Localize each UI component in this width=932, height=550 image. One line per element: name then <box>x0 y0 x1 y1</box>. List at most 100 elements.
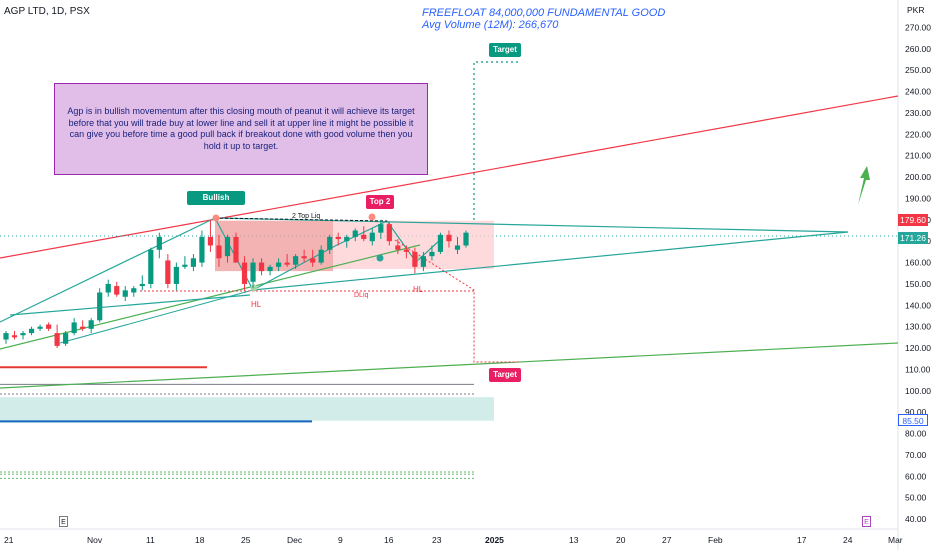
target-up-label[interactable]: Target <box>489 43 521 57</box>
y-tick-label: 230.00 <box>905 108 931 118</box>
lower-trendline-green <box>0 342 899 389</box>
candle-body <box>88 320 94 329</box>
candle-body <box>3 333 9 340</box>
y-tick-label: 70.00 <box>905 450 927 460</box>
y-tick-label: 160.00 <box>905 258 931 268</box>
candle-body <box>199 236 205 263</box>
y-tick-label: 140.00 <box>905 300 931 310</box>
x-tick-label: 16 <box>384 535 394 545</box>
bullish-arrow <box>858 166 870 205</box>
candle-body <box>131 288 137 293</box>
x-tick-label: 18 <box>195 535 205 545</box>
candle-body <box>386 224 392 242</box>
y-tick-label: 40.00 <box>905 514 927 524</box>
pennant-lower-line <box>252 231 849 291</box>
analysis-note[interactable]: Agp is in bullish movementum after this … <box>54 83 428 175</box>
x-tick-label: Dec <box>287 535 303 545</box>
x-tick-label: 24 <box>843 535 853 545</box>
bullish-pennant-label[interactable]: Bullish Pennant <box>187 191 245 216</box>
current-price-badge: 171.26 <box>898 232 928 244</box>
y-tick-label: 270.00 <box>905 23 931 33</box>
top2-label[interactable]: Top 2 <box>366 195 394 209</box>
y-tick-label: 130.00 <box>905 322 931 332</box>
x-tick-label: 9 <box>338 535 343 545</box>
candle-body <box>301 256 307 259</box>
candle-body <box>28 328 35 334</box>
candle-body <box>233 236 239 263</box>
candle-body <box>165 260 171 284</box>
x-tick-label: Feb <box>708 535 723 545</box>
candle-body <box>412 251 418 267</box>
y-tick-label: 200.00 <box>905 172 931 182</box>
earnings-event-marker[interactable]: E <box>59 516 68 527</box>
candle-body <box>327 236 333 250</box>
candle-body <box>352 230 358 237</box>
y-tick-label: 250.00 <box>905 65 931 75</box>
y-tick-label: 120.00 <box>905 343 931 353</box>
candle-body <box>173 266 179 284</box>
target-up-path <box>473 61 520 220</box>
earnings-event-marker-future[interactable]: E <box>862 516 871 527</box>
two-top-liq-line <box>214 217 388 222</box>
y-tick-label: 50.00 <box>905 493 927 503</box>
y-tick-label: 190.00 <box>905 193 931 203</box>
inner-support-line <box>0 244 421 350</box>
candle-body <box>258 262 265 272</box>
symbol-title: AGP LTD, 1D, PSX <box>4 6 90 17</box>
x-tick-label: 13 <box>569 535 579 545</box>
candle-body <box>63 333 69 344</box>
hl-left-label: HL <box>251 300 262 309</box>
candle-body <box>20 333 26 336</box>
candle-body <box>241 262 248 284</box>
line-price-badge: 179.60 <box>898 214 928 226</box>
x-tick-label: 17 <box>797 535 807 545</box>
candle-body <box>378 224 384 233</box>
y-tick-label: 100.00 <box>905 386 931 396</box>
candle-body <box>284 262 290 265</box>
pennant-zone-dark <box>215 220 333 272</box>
freefloat-text: FREEFLOAT 84,000,000 FUNDAMENTAL GOOD <box>422 7 666 19</box>
candle-body <box>361 234 367 240</box>
candle-body <box>369 232 375 242</box>
avg-volume-text: Avg Volume (12M): 266,670 <box>422 19 559 31</box>
candle-body <box>395 245 401 250</box>
candle-body <box>54 333 60 346</box>
y-tick-label: 220.00 <box>905 129 931 139</box>
candle-body <box>182 264 188 267</box>
candle-body <box>97 292 103 321</box>
candle-body <box>148 249 154 284</box>
candle-body <box>446 234 452 242</box>
candle-body <box>37 326 43 329</box>
y-tick-label: 110.00 <box>905 364 931 374</box>
target-down-label[interactable]: Target <box>489 368 521 382</box>
candle-body <box>344 236 350 242</box>
x-tick-label: 21 <box>4 535 14 545</box>
x-tick-label: Nov <box>87 535 103 545</box>
hl-right-label: HL <box>413 285 424 294</box>
candle-body <box>207 236 214 246</box>
candle-body <box>45 324 52 329</box>
support-price-badge: 85.50 <box>898 414 928 426</box>
y-tick-label: 150.00 <box>905 279 931 289</box>
candle-body <box>267 266 273 272</box>
flagpole-line-upper <box>0 217 216 323</box>
candle-body <box>403 249 409 252</box>
candle-body <box>463 232 469 246</box>
candle-body <box>122 290 128 297</box>
top2-marker <box>368 213 376 221</box>
flagpole-line-lower <box>59 289 254 344</box>
x-tick-label: 20 <box>616 535 626 545</box>
candle-body <box>224 236 231 257</box>
candle-body <box>216 245 222 259</box>
y-tick-label: 260.00 <box>905 44 931 54</box>
candle-body <box>190 258 197 267</box>
candle-body <box>310 258 316 263</box>
two-top-liq-label: 2 Top Liq <box>292 213 321 220</box>
candle-body <box>293 256 299 265</box>
y-tick-label: 210.00 <box>905 151 931 161</box>
x-tick-label: 25 <box>241 535 251 545</box>
x-tick-label: 23 <box>432 535 442 545</box>
candle-body <box>318 249 324 263</box>
candle-body <box>11 335 18 338</box>
x-tick-label: 2025 <box>485 535 504 545</box>
